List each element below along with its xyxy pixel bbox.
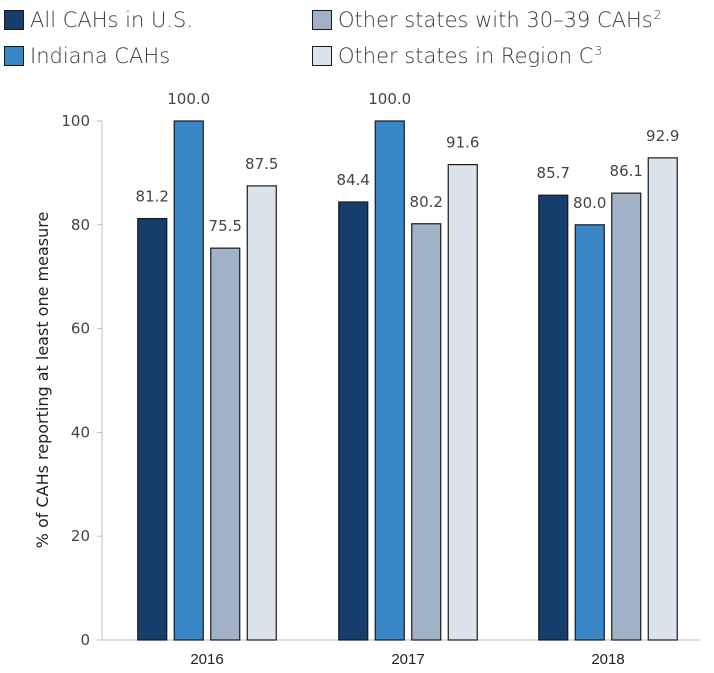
legend-item-region-c: Other states in Region C3: [312, 44, 602, 68]
legend: All CAHs in U.S. Indiana CAHs Other stat…: [0, 0, 714, 90]
data-label: 100.0: [167, 90, 210, 108]
y-tick-label: 40: [71, 423, 90, 441]
bars: [137, 120, 678, 641]
data-label: 86.1: [610, 162, 643, 180]
bar-all-cahs-in-u-s-2016: [137, 217, 168, 641]
y-tick-label: 80: [71, 216, 90, 234]
legend-footnote-2: 2: [653, 8, 662, 22]
y-axis-label: % of CAHs reporting at least one measure: [33, 212, 52, 549]
data-label: 85.7: [537, 164, 570, 182]
x-tick-label: 2017: [391, 651, 424, 668]
value-labels: 81.2 84.4 85.7 100.0 100.0 80.0 75.5 80.2 86.1 87…: [136, 90, 680, 235]
bar-all-cahs-in-u-s-2017: [338, 201, 369, 641]
bar-indiana-cahs-2016: [173, 120, 204, 641]
data-label: 87.5: [245, 155, 278, 173]
legend-item-indiana: Indiana CAHs: [4, 44, 170, 68]
bar-indiana-cahs-2018: [574, 224, 605, 641]
legend-footnote-3: 3: [594, 44, 603, 58]
y-tick-label: 0: [80, 631, 90, 649]
bar-indiana-cahs-2017: [374, 120, 405, 641]
legend-item-all-cahs: All CAHs in U.S.: [4, 8, 193, 32]
data-label: 75.5: [209, 217, 242, 235]
legend-label-region-c: Other states in Region C: [338, 44, 594, 68]
data-label: 100.0: [368, 90, 411, 108]
legend-label-indiana: Indiana CAHs: [30, 44, 171, 68]
data-label: 91.6: [446, 134, 479, 152]
x-tick-label: 2018: [591, 651, 624, 668]
data-label: 80.0: [573, 194, 606, 212]
bar-other-states-with-30-39-cahs-2018: [611, 192, 642, 641]
data-label: 92.9: [646, 127, 679, 145]
bar-other-states-in-region-c-2018: [647, 157, 678, 641]
legend-label-all-cahs: All CAHs in U.S.: [30, 8, 194, 32]
data-label: 81.2: [136, 188, 169, 206]
legend-item-other-states-30-39: Other states with 30–39 CAHs2: [312, 8, 661, 32]
data-label: 80.2: [410, 193, 443, 211]
bar-other-states-with-30-39-cahs-2016: [210, 247, 241, 641]
y-tick-label: 20: [71, 527, 90, 545]
y-tick-label: 100: [61, 112, 90, 130]
bar-other-states-in-region-c-2017: [447, 163, 478, 641]
legend-swatch-all-cahs: [4, 10, 24, 30]
data-label: 84.4: [337, 171, 370, 189]
legend-swatch-other-states-30-39: [312, 10, 332, 30]
legend-label-other-states-30-39: Other states with 30–39 CAHs: [338, 8, 653, 32]
legend-swatch-indiana: [4, 46, 24, 66]
legend-swatch-region-c: [312, 46, 332, 66]
bar-all-cahs-in-u-s-2018: [538, 194, 569, 641]
x-tick-label: 2016: [190, 651, 223, 668]
bar-other-states-in-region-c-2016: [246, 185, 277, 641]
bar-other-states-with-30-39-cahs-2017: [411, 223, 442, 641]
y-tick-label: 60: [71, 320, 90, 338]
